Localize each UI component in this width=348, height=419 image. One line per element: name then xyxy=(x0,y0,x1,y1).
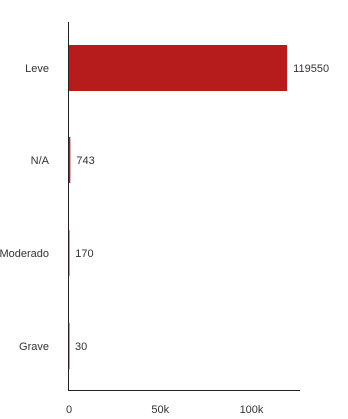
category-label: Grave xyxy=(19,341,49,353)
x-tick-label: 50k xyxy=(151,404,169,416)
bar-n-a xyxy=(69,137,71,183)
value-label: 743 xyxy=(76,155,94,167)
value-label: 30 xyxy=(75,341,87,353)
category-label: Moderado xyxy=(0,248,49,260)
bar-grave xyxy=(69,323,70,369)
bar-moderado xyxy=(69,230,70,276)
category-label: N/A xyxy=(31,155,50,167)
value-label: 170 xyxy=(75,248,93,260)
value-label: 119550 xyxy=(293,63,329,75)
x-tick-label: 100k xyxy=(240,404,264,416)
category-label: Leve xyxy=(25,63,49,75)
x-tick-label: 0 xyxy=(66,404,72,416)
bar-leve xyxy=(69,45,288,91)
